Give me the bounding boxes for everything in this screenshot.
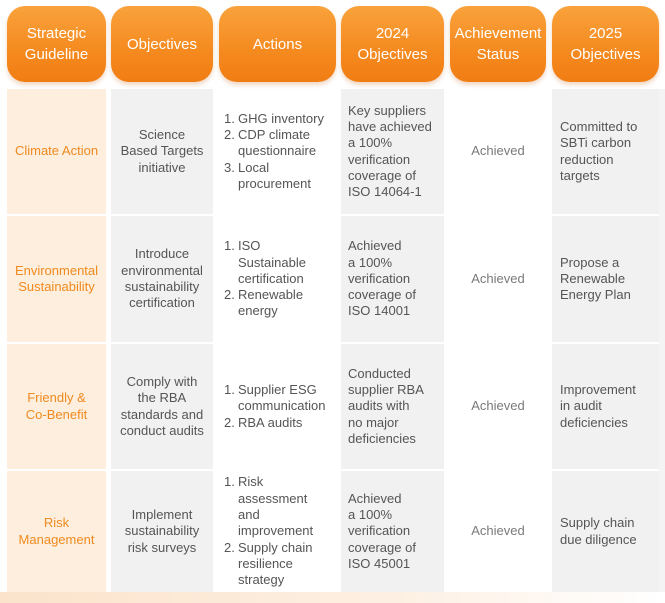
cell-2024-objective-text: Key suppliers have achieved a 100% verif…	[348, 102, 432, 200]
cell-2025-objective: Committed to SBTi carbon reduction targe…	[552, 89, 659, 214]
header-actions: Actions	[219, 6, 336, 82]
action-item: 3. Local procurement	[224, 160, 324, 193]
cell-2025-objective-text: Committed to SBTi carbon reduction targe…	[560, 118, 638, 183]
action-item: 2. CDP climate questionnaire	[224, 127, 324, 160]
cell-2024-objective: Conducted supplier RBA audits with no ma…	[341, 344, 444, 469]
cell-2025-objective: Improvement in audit deficiencies	[552, 344, 659, 469]
action-number: 2.	[224, 539, 235, 555]
cell-guideline-text: Climate Action	[14, 143, 99, 159]
cell-achievement-status-text: Achieved	[471, 270, 525, 286]
cell-achievement-status-text: Achieved	[471, 523, 525, 539]
action-number: 2.	[224, 287, 235, 303]
action-item: 2. RBA audits	[224, 415, 325, 431]
action-text: CDP climate questionnaire	[238, 127, 317, 159]
header-2025-objectives: 2025 Objectives	[552, 6, 659, 82]
table-right-edge	[659, 89, 665, 592]
cell-objective: Comply with the RBA standards and conduc…	[111, 344, 213, 469]
cell-achievement-status: Achieved	[450, 89, 546, 214]
header-objectives: Objectives	[111, 6, 213, 82]
cell-2024-objective-text: Achieved a 100% verification coverage of…	[348, 490, 416, 571]
action-text: Local procurement	[238, 159, 311, 191]
cell-objective: Introduce environmental sustainability c…	[111, 216, 213, 342]
cell-objective-text: Implement sustainability risk surveys	[124, 507, 200, 555]
actions-list: 1. Risk assessment and improvement 2. Suppl…	[224, 474, 313, 588]
cell-objective: Science Based Targets initiative	[111, 89, 213, 214]
cell-guideline-text: Environmental Sustainability	[14, 262, 99, 294]
action-item: 2. Supply chain resilience strategy	[224, 540, 313, 589]
action-item: 1. GHG inventory	[224, 111, 324, 127]
cell-guideline-text: Risk Management	[18, 515, 95, 547]
action-text: Supply chain resilience strategy	[238, 539, 313, 588]
cell-guideline: Friendly & Co-Benefit	[7, 344, 106, 469]
table-header-row: Strategic Guideline Objectives Actions 2…	[0, 0, 665, 84]
cell-guideline-text: Friendly & Co-Benefit	[25, 390, 88, 422]
actions-list: 1. ISO Sustainable certification 2. Renewab…	[224, 238, 306, 319]
action-text: GHG inventory	[238, 110, 324, 126]
cell-actions: 1. Risk assessment and improvement 2. Suppl…	[219, 471, 336, 592]
header-2024-objectives: 2024 Objectives	[341, 6, 444, 82]
cell-achievement-status-text: Achieved	[471, 143, 525, 159]
cell-2024-objective: Achieved a 100% verification coverage of…	[341, 216, 444, 342]
cell-2024-objective: Achieved a 100% verification coverage of…	[341, 471, 444, 592]
cell-objective: Implement sustainability risk surveys	[111, 471, 213, 592]
cell-actions: 1. GHG inventory 2. CDP climate questionnai…	[219, 89, 336, 214]
cell-2025-objective: Propose a Renewable Energy Plan	[552, 216, 659, 342]
action-item: 2. Renewable energy	[224, 287, 306, 320]
cell-2025-objective: Supply chain due diligence	[552, 471, 659, 592]
cell-2025-objective-text: Improvement in audit deficiencies	[560, 382, 636, 430]
action-number: 1.	[224, 238, 235, 254]
cell-2024-objective: Key suppliers have achieved a 100% verif…	[341, 89, 444, 214]
action-item: 1. ISO Sustainable certification	[224, 238, 306, 287]
cell-achievement-status-text: Achieved	[471, 398, 525, 414]
cell-guideline: Risk Management	[7, 471, 106, 592]
cell-achievement-status: Achieved	[450, 216, 546, 342]
cell-guideline: Climate Action	[7, 89, 106, 214]
cell-actions: 1. Supplier ESG communication 2. RBA audits	[219, 344, 336, 469]
cell-2024-objective-text: Conducted supplier RBA audits with no ma…	[348, 365, 424, 446]
action-number: 1.	[224, 382, 235, 398]
action-number: 2.	[224, 414, 235, 430]
action-text: Risk assessment and improvement	[238, 474, 314, 539]
action-text: Renewable energy	[238, 287, 304, 319]
header-achievement-status: Achievement Status	[450, 6, 546, 82]
action-number: 1.	[224, 110, 235, 126]
actions-list: 1. GHG inventory 2. CDP climate questionnai…	[224, 111, 324, 192]
action-item: 1. Risk assessment and improvement	[224, 474, 313, 539]
cell-2024-objective-text: Achieved a 100% verification coverage of…	[348, 238, 416, 319]
action-text: ISO Sustainable certification	[238, 238, 306, 286]
cell-objective-text: Comply with the RBA standards and conduc…	[120, 373, 204, 438]
cell-actions: 1. ISO Sustainable certification 2. Renewab…	[219, 216, 336, 342]
cell-achievement-status: Achieved	[450, 471, 546, 592]
cell-objective-text: Introduce environmental sustainability c…	[121, 246, 203, 311]
cell-2025-objective-text: Propose a Renewable Energy Plan	[560, 254, 631, 303]
actions-list: 1. Supplier ESG communication 2. RBA audits	[224, 382, 325, 431]
action-number: 2.	[224, 127, 235, 143]
action-item: 1. Supplier ESG communication	[224, 382, 325, 415]
cell-objective-text: Science Based Targets initiative	[120, 127, 204, 175]
action-number: 1.	[224, 474, 235, 490]
action-number: 3.	[224, 159, 235, 175]
cell-guideline: Environmental Sustainability	[7, 216, 106, 342]
header-strategic-guideline: Strategic Guideline	[7, 6, 106, 82]
action-text: Supplier ESG communication	[238, 382, 326, 414]
cell-2025-objective-text: Supply chain due diligence	[560, 515, 637, 547]
bottom-decor-bar	[0, 592, 665, 603]
action-text: RBA audits	[238, 414, 303, 430]
cell-achievement-status: Achieved	[450, 344, 546, 469]
